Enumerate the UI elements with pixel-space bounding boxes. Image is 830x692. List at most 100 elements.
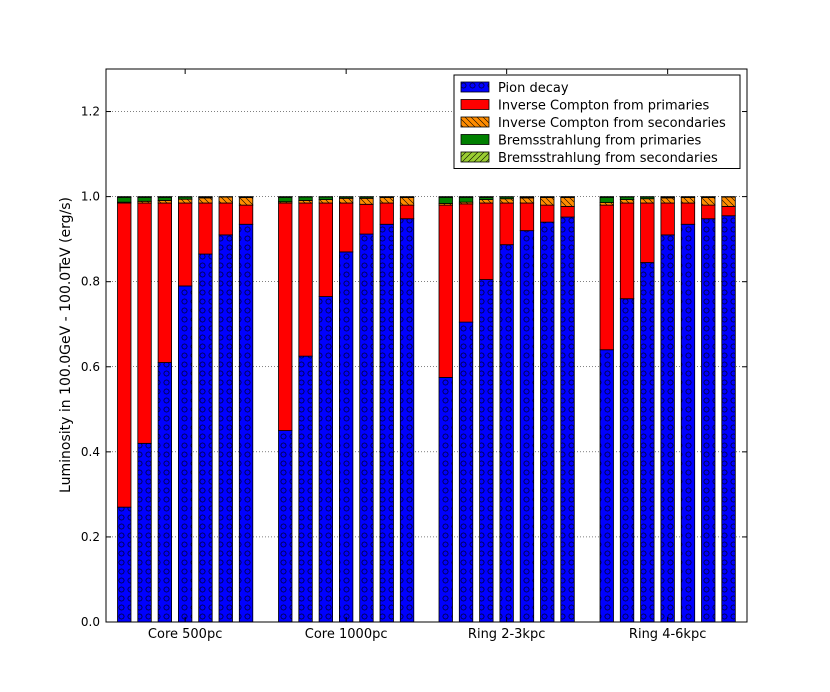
bar-segment-hatch bbox=[600, 196, 614, 198]
bar-segment-hatch bbox=[600, 202, 614, 206]
bar-segment bbox=[721, 196, 736, 198]
bar-segment bbox=[238, 204, 254, 225]
bar-segment-hatch bbox=[117, 202, 131, 203]
legend-swatch bbox=[460, 99, 490, 110]
bar-segment-hatch bbox=[339, 198, 353, 203]
bar-segment-hatch bbox=[560, 196, 575, 198]
bar-segment-hatch bbox=[339, 196, 353, 198]
bar-segment-hatch bbox=[499, 244, 514, 623]
y-tick-label: 0.2 bbox=[81, 530, 100, 544]
x-group-label: Core 500pc bbox=[148, 627, 222, 642]
bar-segment-hatch bbox=[721, 215, 736, 622]
y-tick-label: 0.0 bbox=[81, 615, 100, 629]
bar-segment bbox=[560, 205, 575, 218]
bar-segment-hatch bbox=[701, 218, 715, 622]
bar-segment-hatch bbox=[278, 430, 292, 622]
bar-segment-hatch bbox=[600, 349, 614, 622]
bar-segment-hatch bbox=[117, 507, 131, 622]
bar-segment-hatch bbox=[520, 197, 534, 203]
bar-segment-hatch bbox=[439, 377, 453, 622]
bar-segment-hatch bbox=[198, 196, 213, 198]
bar-segment-hatch bbox=[117, 196, 131, 198]
bar-segment-hatch bbox=[298, 356, 313, 622]
bar-segment-hatch bbox=[540, 197, 554, 206]
bar-segment bbox=[619, 202, 635, 300]
bar-segment-hatch bbox=[499, 198, 514, 203]
bar-segment-hatch bbox=[380, 197, 394, 203]
bar-segment-hatch bbox=[459, 322, 473, 622]
bar-segment bbox=[359, 203, 374, 235]
bar-segment bbox=[338, 202, 354, 253]
bar-segment-hatch bbox=[239, 196, 253, 198]
bar-segment-hatch bbox=[439, 203, 453, 206]
bar-segment-hatch bbox=[459, 196, 473, 198]
bar-segment bbox=[721, 205, 736, 217]
bar-segment-hatch bbox=[278, 196, 292, 198]
bar-segment-hatch bbox=[681, 224, 695, 622]
bar-segment-hatch bbox=[198, 254, 213, 623]
bar-segment bbox=[278, 202, 293, 431]
axis-layer: 0.0 0.2 0.4 0.6 0.8 1.0 1.2 Core 500pc Core 1000… bbox=[81, 69, 747, 642]
bar-segment-hatch bbox=[339, 251, 353, 622]
bar-segment-hatch bbox=[298, 200, 313, 203]
bar-segment-hatch bbox=[459, 202, 473, 204]
bar-segment-hatch bbox=[520, 230, 534, 622]
bar-segment bbox=[218, 196, 233, 198]
legend-swatch-hatch bbox=[461, 82, 489, 92]
bar-segment bbox=[137, 202, 152, 444]
bar-segment-hatch bbox=[319, 196, 333, 198]
bar-segment-hatch bbox=[400, 196, 414, 198]
bar-segment-hatch bbox=[660, 196, 675, 198]
bar-segment-hatch bbox=[499, 196, 514, 198]
legend: Pion decay Inverse Compton from primaries… bbox=[453, 74, 741, 169]
bar-segment-hatch bbox=[298, 196, 313, 198]
bar-segment bbox=[519, 202, 535, 232]
bar-segment-hatch bbox=[479, 196, 494, 198]
bar-segment bbox=[599, 204, 614, 351]
bar-segment-hatch bbox=[439, 196, 453, 198]
bar-segment-hatch bbox=[640, 262, 655, 622]
legend-label: Inverse Compton from secondaries bbox=[498, 116, 726, 131]
bar-segment-hatch bbox=[640, 196, 655, 198]
bar-segment-hatch bbox=[540, 222, 554, 622]
bar-segment bbox=[458, 203, 474, 323]
bar-segment-hatch bbox=[620, 196, 634, 198]
bar-segment-hatch bbox=[319, 199, 333, 203]
bar-segment bbox=[680, 202, 696, 225]
bar-segment bbox=[438, 197, 453, 204]
x-group-label: Ring 2-3kpc bbox=[468, 627, 545, 642]
bar-segment-hatch bbox=[479, 279, 494, 622]
bar-segment-hatch bbox=[158, 200, 172, 203]
bar-segment bbox=[540, 204, 555, 223]
bar-segment-hatch bbox=[239, 224, 253, 622]
bar-segment-hatch bbox=[137, 443, 152, 622]
bar-segment-hatch bbox=[520, 196, 534, 198]
bar-segment-hatch bbox=[137, 201, 152, 203]
bar-segment-hatch bbox=[400, 197, 414, 206]
bar-segment-hatch bbox=[479, 199, 494, 203]
plot-frame bbox=[105, 68, 748, 623]
bar-segment bbox=[458, 197, 474, 203]
bar-segment-hatch bbox=[380, 196, 394, 198]
bar-segment bbox=[298, 202, 313, 357]
bar-segment-hatch bbox=[660, 197, 675, 203]
bar-segment bbox=[379, 202, 394, 225]
bar-segment-hatch bbox=[239, 197, 253, 206]
bar-segment bbox=[278, 197, 293, 203]
legend-swatch-hatch bbox=[461, 152, 489, 162]
bar-segment bbox=[198, 202, 213, 255]
legend-swatch bbox=[460, 134, 490, 145]
y-tick-label: 1.0 bbox=[81, 190, 100, 204]
bar-segment bbox=[117, 197, 132, 203]
legend-label: Bremsstrahlung from secondaries bbox=[498, 151, 718, 166]
bar-segment-hatch bbox=[137, 196, 152, 198]
bar-segment bbox=[157, 202, 173, 363]
bars-layer bbox=[117, 196, 736, 623]
bar-segment-hatch bbox=[178, 196, 192, 198]
bar-segment bbox=[298, 196, 313, 201]
bar-segment-hatch bbox=[400, 218, 414, 622]
bar-segment-hatch bbox=[158, 196, 172, 198]
bar-segment-hatch bbox=[178, 199, 192, 203]
y-axis-label: Luminosity in 100.0GeV - 100.0TeV (erg/s… bbox=[58, 197, 74, 493]
